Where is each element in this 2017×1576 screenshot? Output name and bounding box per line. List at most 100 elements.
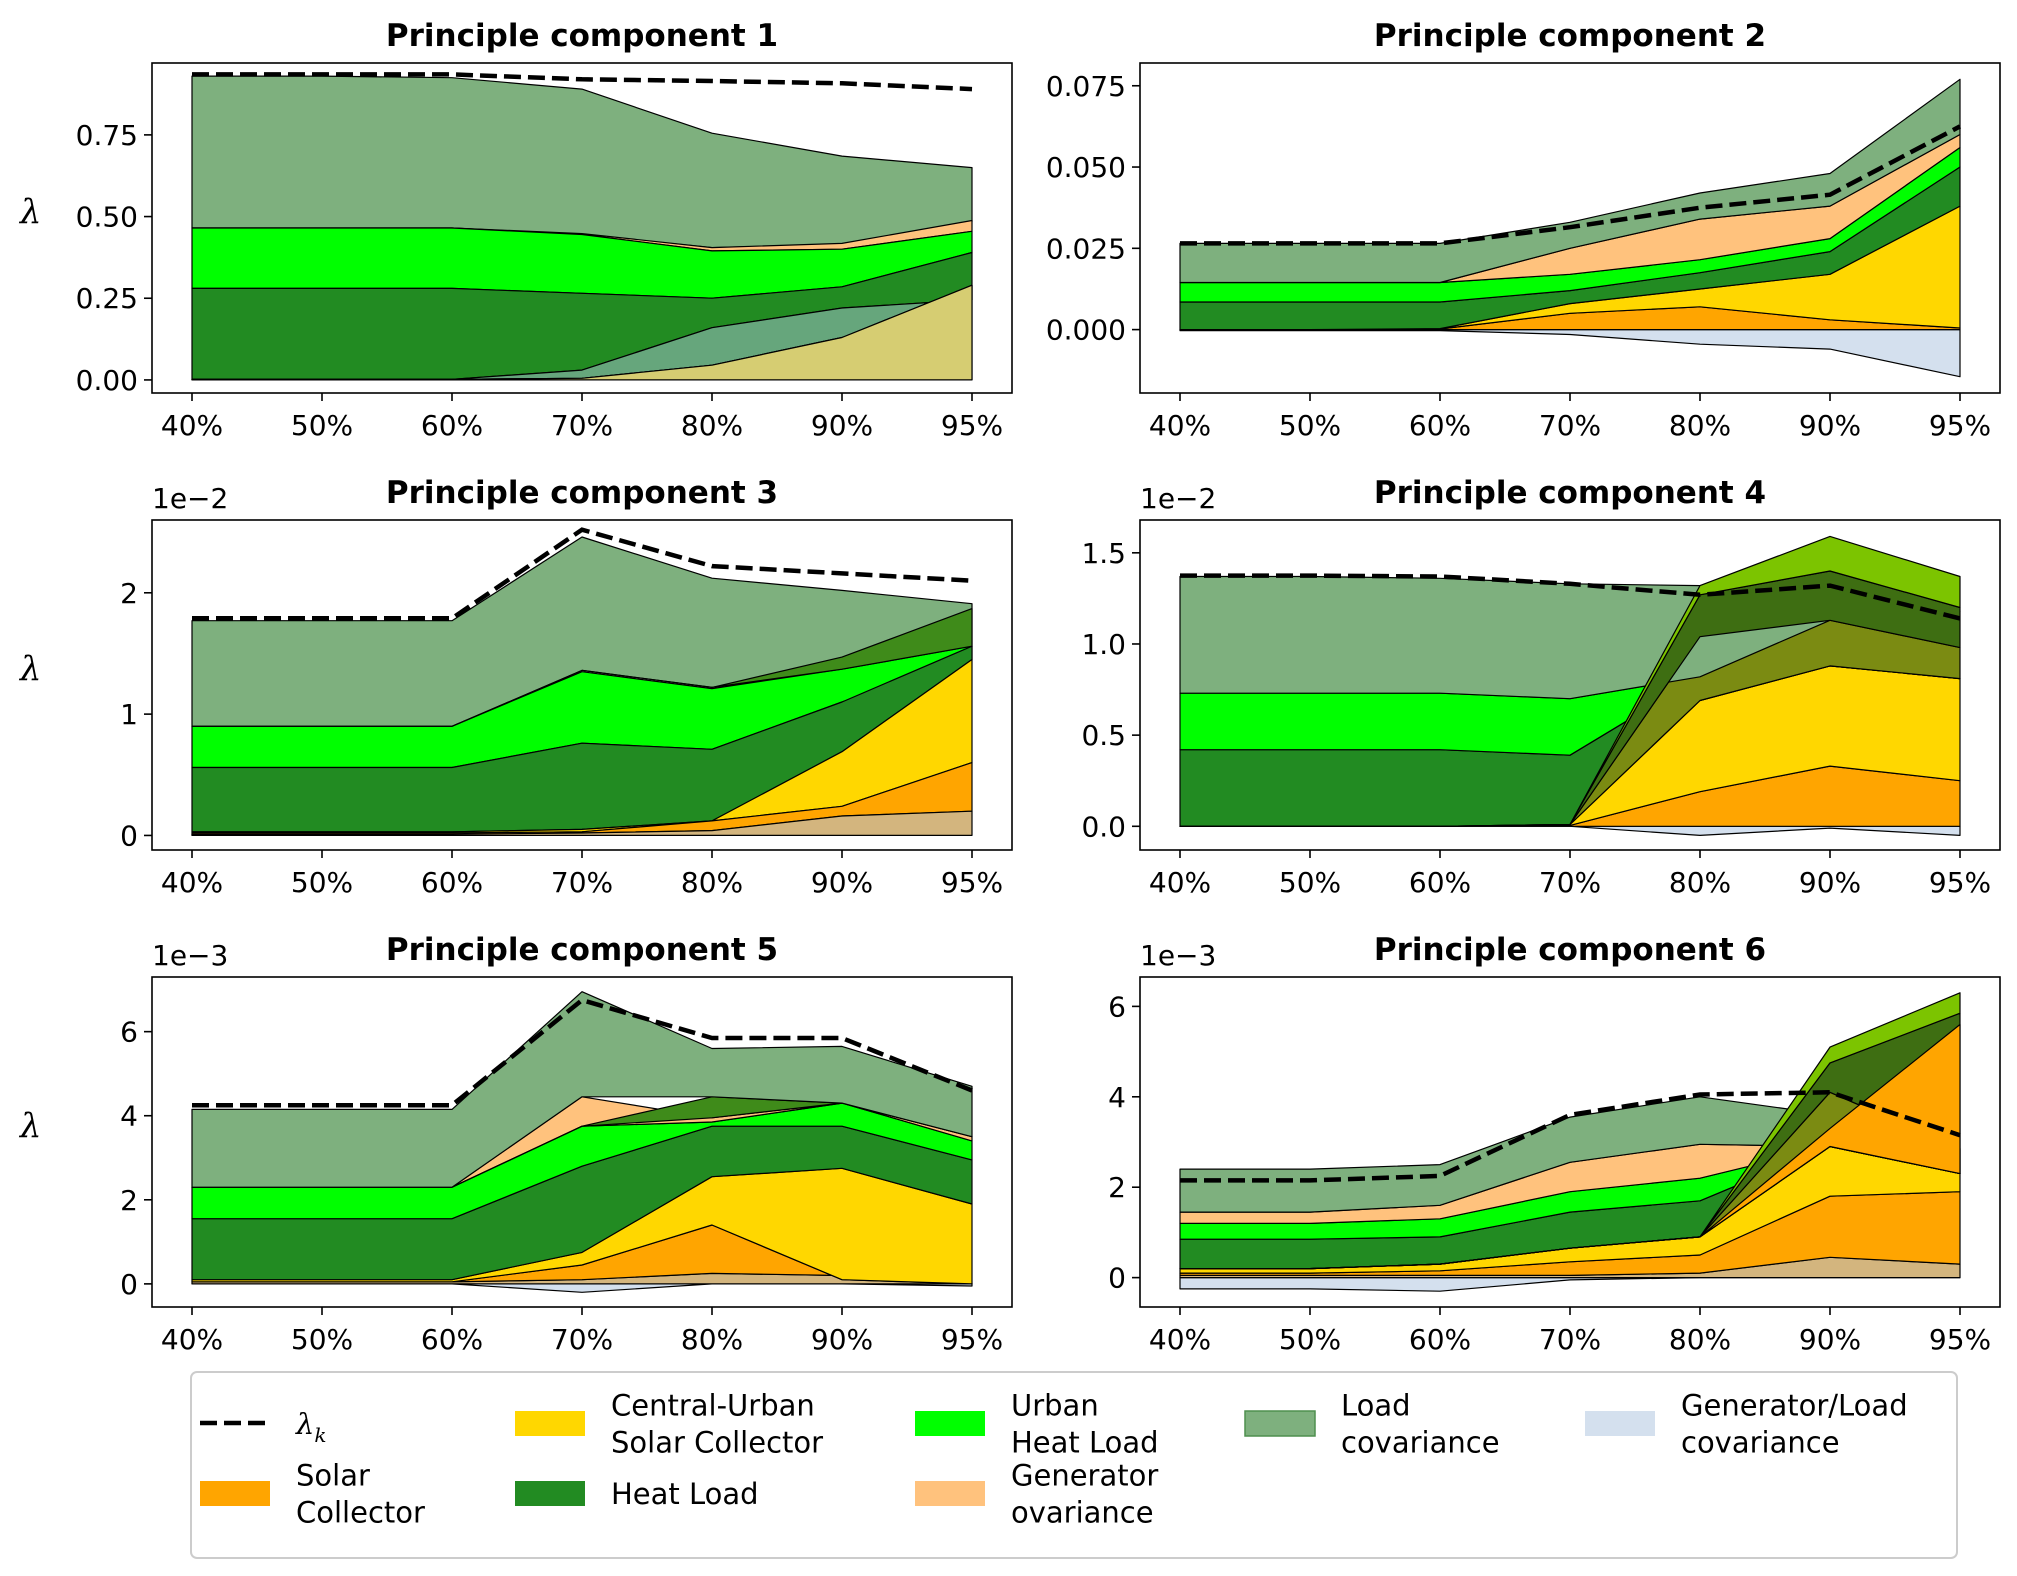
band-genload: [1179, 825, 1961, 836]
legend-label: ovariance: [1011, 1496, 1154, 1530]
y-tick-label: 2: [120, 1184, 138, 1217]
x-tick-label: 80%: [1669, 409, 1731, 442]
x-tick-label: 95%: [941, 409, 1003, 442]
y-tick-label: 0.075: [1046, 70, 1126, 103]
x-tick-label: 80%: [681, 866, 743, 899]
lambda-line: [1180, 124, 1962, 246]
x-tick-label: 60%: [421, 409, 483, 442]
x-tick-label: 90%: [811, 1323, 873, 1356]
legend-label: Urban: [1011, 1389, 1099, 1423]
lambda-line: [1180, 1090, 1961, 1183]
axis-exponent: 1e−3: [152, 939, 228, 972]
axis-exponent: 1e−2: [152, 482, 228, 515]
panel-title: Principle component 4: [1374, 475, 1766, 511]
legend-label: Generator/Load: [1681, 1389, 1908, 1423]
x-tick-label: 40%: [1149, 409, 1211, 442]
y-tick-label: 4: [1108, 1081, 1126, 1114]
band-solartop: [1179, 1023, 1961, 1270]
legend-label: covariance: [1681, 1426, 1840, 1460]
legend-swatch: [1585, 1411, 1655, 1436]
y-tick-label: 6: [120, 1016, 138, 1049]
band-genload: [1179, 1277, 1961, 1292]
panel-6: 0 2 4 6 40% 50% 60% 70% 80% 90% 95% Principle compo…: [1108, 932, 2001, 1356]
axis-exponent: 1e−3: [1140, 939, 1216, 972]
x-tick-label: 90%: [1799, 409, 1861, 442]
y-tick-label: 0.25: [76, 282, 138, 315]
x-tick-label: 60%: [1409, 866, 1471, 899]
y-tick-label: 4: [120, 1100, 138, 1133]
legend-label: Generator: [1011, 1459, 1158, 1493]
y-tick-label: 0.75: [76, 119, 138, 152]
panel-4: 0.0 0.5 1.0 1.5 40% 50% 60% 70% 80% 90% 95% Princip…: [1081, 475, 2001, 899]
band-lime: [1179, 535, 1961, 827]
x-tick-label: 40%: [161, 866, 223, 899]
x-tick-label: 70%: [1539, 1323, 1601, 1356]
legend-swatch: [515, 1481, 585, 1506]
x-tick-label: 80%: [1669, 1323, 1731, 1356]
x-tick-label: 90%: [1799, 1323, 1861, 1356]
panel-1: 0.00 0.25 0.50 0.75 40% 50% 60% 70% 80% 90% 95% Pri…: [18, 18, 1013, 442]
plot-area: [1179, 992, 1961, 1292]
panel-title: Principle component 2: [1374, 18, 1766, 54]
y-tick-label: 0: [120, 819, 138, 852]
y-tick-label: 6: [1108, 990, 1126, 1023]
x-tick-label: 70%: [1539, 409, 1601, 442]
y-axis-label: λ: [18, 1106, 42, 1146]
legend-label: Load: [1341, 1389, 1411, 1423]
lambda-line: [192, 72, 973, 92]
y-tick-label: 0.5: [1081, 719, 1126, 752]
x-tick-label: 95%: [1929, 866, 1991, 899]
lambda-line: [192, 997, 973, 1108]
y-tick-label: 1.5: [1081, 537, 1126, 570]
x-tick-label: 50%: [291, 1323, 353, 1356]
legend-swatch: [915, 1411, 985, 1436]
x-tick-label: 60%: [1409, 1323, 1471, 1356]
x-tick-label: 50%: [1279, 866, 1341, 899]
legend-label: Heat Load: [611, 1477, 759, 1511]
legend-swatch: [200, 1481, 270, 1506]
x-tick-label: 95%: [1929, 409, 1991, 442]
x-tick-label: 80%: [1669, 866, 1731, 899]
legend-swatch: [1244, 1410, 1316, 1437]
x-tick-label: 60%: [1409, 409, 1471, 442]
y-tick-label: 0.000: [1046, 314, 1126, 347]
band-load: [191, 75, 973, 249]
lambda-line: [192, 527, 973, 621]
band-heat2: [191, 608, 973, 727]
plot-area: [191, 527, 973, 836]
x-tick-label: 50%: [291, 409, 353, 442]
band-genload: [1179, 329, 1961, 378]
panel-title: Principle component 3: [386, 475, 778, 511]
band-solarmix2: [191, 284, 973, 381]
x-tick-label: 90%: [1799, 866, 1861, 899]
legend-label: Central-Urban: [611, 1389, 815, 1423]
legend-label: covariance: [1341, 1426, 1500, 1460]
x-tick-label: 40%: [161, 409, 223, 442]
x-tick-label: 70%: [551, 866, 613, 899]
x-tick-label: 40%: [161, 1323, 223, 1356]
plot-area: [1179, 535, 1961, 836]
plot-area: [191, 72, 973, 381]
x-tick-label: 40%: [1149, 1323, 1211, 1356]
panel-5: 0 2 4 6 40% 50% 60% 70% 80% 90% 95% Principle compo…: [18, 932, 1013, 1356]
x-tick-label: 50%: [1279, 409, 1341, 442]
legend-swatch: [515, 1411, 585, 1436]
legend-entry-lambda: λk: [200, 1407, 327, 1447]
x-tick-label: 60%: [421, 1323, 483, 1356]
x-tick-label: 95%: [941, 1323, 1003, 1356]
panel-title: Principle component 5: [386, 932, 778, 968]
x-tick-label: 50%: [1279, 1323, 1341, 1356]
legend-label: Solar Collector: [611, 1426, 823, 1460]
y-axis-label: λ: [18, 192, 42, 232]
x-tick-label: 40%: [1149, 866, 1211, 899]
x-tick-label: 70%: [1539, 866, 1601, 899]
panel-2: 0.000 0.025 0.050 0.075 40% 50% 60% 70% 80% 90% 95…: [1046, 18, 2001, 442]
legend-label: Collector: [296, 1496, 425, 1530]
axis-exponent: 1e−2: [1140, 482, 1216, 515]
panel-title: Principle component 6: [1374, 932, 1766, 968]
